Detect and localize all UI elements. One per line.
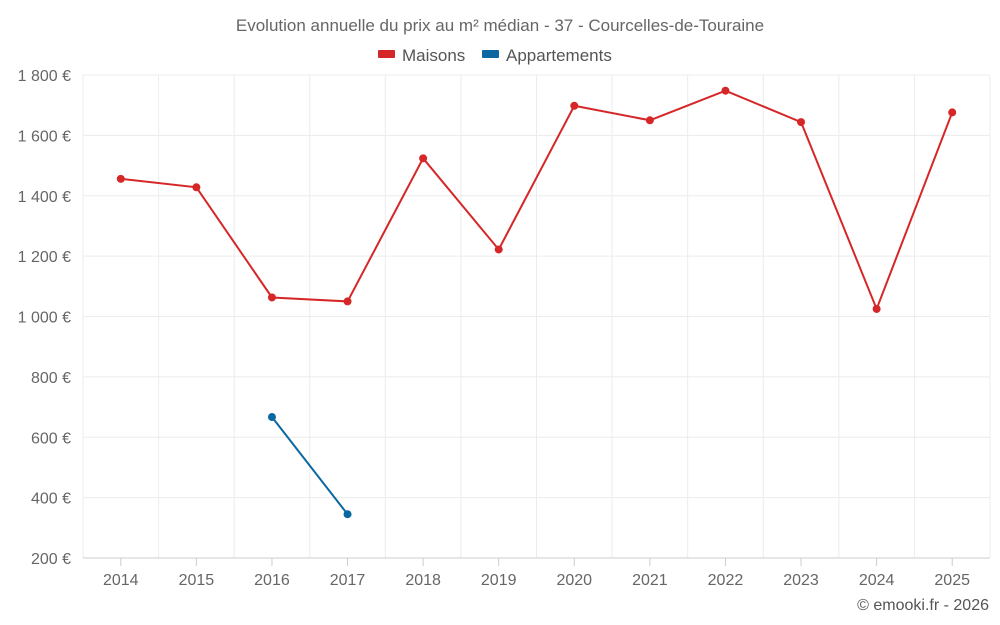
y-tick-label: 1 800 €	[18, 68, 71, 85]
data-point	[872, 304, 881, 313]
legend-label-maisons: Maisons	[402, 46, 465, 65]
data-point	[948, 108, 957, 117]
x-tick-label: 2019	[481, 572, 517, 589]
y-tick-label: 800 €	[31, 370, 71, 387]
legend-label-appartements: Appartements	[506, 46, 612, 65]
credit-text: © emooki.fr - 2026	[857, 597, 989, 614]
data-point	[419, 154, 428, 163]
data-point	[343, 510, 352, 519]
x-tick-label: 2023	[783, 572, 819, 589]
x-tick-label: 2017	[330, 572, 366, 589]
data-point	[494, 245, 503, 254]
x-tick-label: 2014	[103, 572, 139, 589]
y-tick-label: 1 600 €	[18, 128, 71, 145]
series-line	[120, 89, 954, 312]
data-point	[570, 101, 579, 110]
chart-title: Evolution annuelle du prix au m² médian …	[236, 16, 764, 35]
x-tick-label: 2024	[859, 572, 895, 589]
series-layer	[116, 86, 957, 519]
legend-swatch-maisons	[378, 50, 395, 58]
x-tick-label: 2025	[934, 572, 970, 589]
series-appartements	[267, 413, 352, 519]
series-maisons	[116, 86, 957, 313]
data-point	[645, 116, 654, 125]
grid	[82, 74, 991, 558]
y-tick-label: 1 000 €	[18, 310, 71, 327]
y-tick-label: 200 €	[31, 551, 71, 568]
data-point	[267, 413, 276, 422]
x-tick-label: 2016	[254, 572, 290, 589]
data-point	[267, 293, 276, 302]
data-point	[343, 297, 352, 306]
data-point	[192, 183, 201, 192]
data-point	[116, 174, 125, 183]
y-tick-label: 1 400 €	[18, 189, 71, 206]
x-tick-label: 2020	[556, 572, 592, 589]
x-tick-label: 2022	[708, 572, 744, 589]
y-tick-label: 600 €	[31, 430, 71, 447]
legend-swatch-appartements	[482, 50, 499, 58]
x-tick-label: 2021	[632, 572, 668, 589]
data-point	[797, 118, 806, 127]
y-tick-label: 1 200 €	[18, 249, 71, 266]
y-tick-label: 400 €	[31, 491, 71, 508]
legend: Maisons Appartements	[378, 46, 612, 65]
axes: 200 € 400 € 600 € 800 € 1 000 € 1 200 € 1 400 …	[18, 68, 990, 589]
data-point	[721, 86, 730, 95]
x-tick-label: 2018	[405, 572, 441, 589]
x-tick-label: 2015	[179, 572, 215, 589]
series-line	[271, 416, 349, 515]
